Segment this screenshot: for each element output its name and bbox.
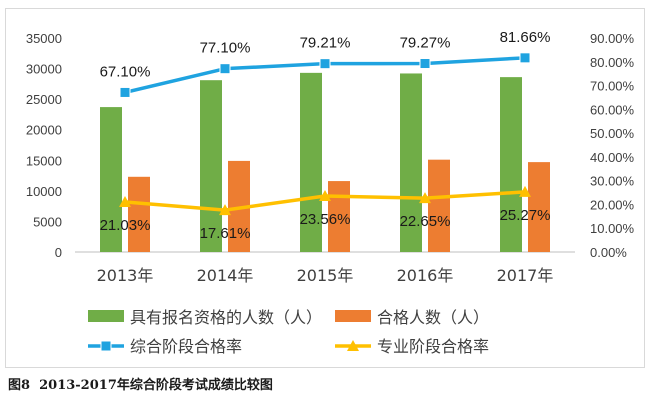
legend-label: 具有报名资格的人数（人）	[130, 308, 322, 327]
data-label: 22.65%	[400, 213, 451, 230]
data-label: 77.10%	[200, 40, 251, 57]
right-axis-tick-label: 60.00%	[590, 102, 635, 117]
bar	[528, 162, 550, 252]
right-axis-tick-label: 10.00%	[590, 221, 635, 236]
x-axis-tick-label: 2013年	[97, 266, 154, 285]
line-point	[319, 58, 331, 70]
legend-label: 专业阶段合格率	[377, 337, 489, 356]
data-label: 23.56%	[300, 211, 351, 228]
line-point	[519, 185, 531, 197]
data-label: 17.61%	[200, 225, 251, 242]
line-point	[319, 189, 331, 201]
line-point	[119, 195, 131, 207]
data-label: 25.27%	[500, 207, 551, 224]
right-axis-tick-label: 70.00%	[590, 79, 635, 94]
chart: 0 5000 10000 15000 20000 25000 30000 35000 0.00%…	[26, 29, 635, 356]
left-axis-tick-label: 20000	[26, 123, 62, 138]
line-point	[219, 204, 231, 216]
left-axis-tick-label: 25000	[26, 92, 62, 107]
legend-marker	[100, 340, 112, 352]
data-label: 21.03%	[100, 217, 151, 234]
data-label: 79.27%	[400, 35, 451, 52]
right-axis-tick-label: 0.00%	[590, 245, 627, 260]
left-axis-tick-label: 30000	[26, 62, 62, 77]
line-point	[419, 192, 431, 204]
x-axis-tick-label: 2015年	[297, 266, 354, 285]
legend-marker	[347, 340, 359, 351]
left-axis-tick-label: 10000	[26, 184, 62, 199]
x-axis-tick-label: 2016年	[397, 266, 454, 285]
left-axis-tick-label: 0	[55, 245, 62, 260]
line-point	[119, 86, 131, 98]
left-axis-tick-label: 35000	[26, 31, 62, 46]
legend-label: 合格人数（人）	[377, 308, 489, 327]
bar	[500, 77, 522, 252]
line-point	[219, 63, 231, 75]
right-axis-tick-label: 40.00%	[590, 150, 635, 165]
figure-caption: 图8 2013-2017年综合阶段考试成绩比较图	[8, 374, 273, 393]
data-label: 67.10%	[100, 63, 151, 80]
data-label: 79.21%	[300, 35, 351, 52]
left-axis-tick-label: 15000	[26, 153, 62, 168]
right-axis-tick-label: 80.00%	[590, 55, 635, 70]
data-label: 81.66%	[500, 29, 551, 46]
chart-frame	[5, 8, 645, 368]
bar	[428, 159, 450, 252]
left-axis-tick-label: 5000	[33, 214, 62, 229]
legend-label: 综合阶段合格率	[130, 337, 242, 356]
right-axis-tick-label: 20.00%	[590, 197, 635, 212]
bar	[100, 107, 122, 252]
bar	[128, 176, 150, 252]
legend-swatch	[88, 310, 124, 322]
line-point	[419, 58, 431, 70]
right-axis-tick-label: 90.00%	[590, 31, 635, 46]
line-point	[519, 52, 531, 64]
bar	[300, 72, 322, 252]
right-axis-tick-label: 50.00%	[590, 126, 635, 141]
x-axis-tick-label: 2017年	[497, 266, 554, 285]
bar	[400, 73, 422, 252]
x-axis-tick-label: 2014年	[197, 266, 254, 285]
right-axis-tick-label: 30.00%	[590, 174, 635, 189]
bar	[328, 181, 350, 252]
caption-label: 图8	[8, 378, 31, 393]
caption-text: 2013-2017年综合阶段考试成绩比较图	[39, 378, 273, 393]
legend-swatch	[335, 310, 371, 322]
